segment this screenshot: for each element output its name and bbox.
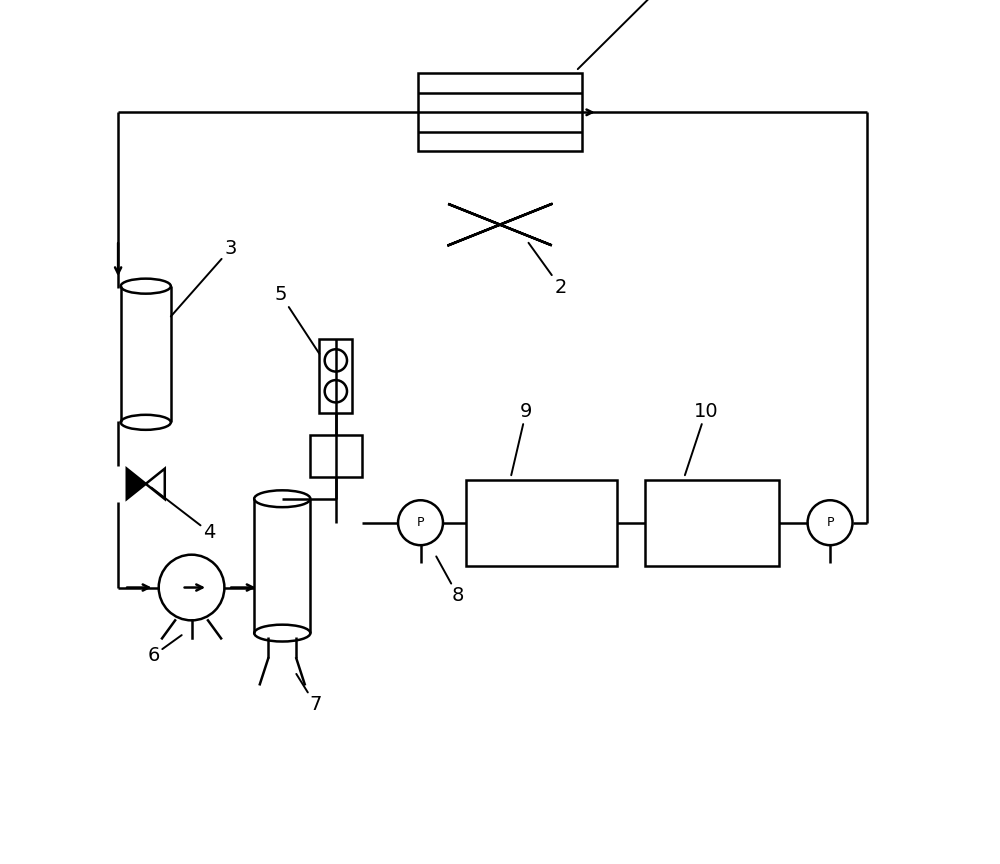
- Text: 6: 6: [147, 635, 182, 665]
- Text: P: P: [826, 516, 834, 530]
- Bar: [645, 480, 779, 566]
- Text: 5: 5: [274, 285, 319, 354]
- Text: P: P: [417, 516, 424, 530]
- Bar: [319, 340, 352, 413]
- Bar: [466, 480, 617, 566]
- Text: 3: 3: [171, 239, 237, 316]
- Polygon shape: [127, 468, 146, 499]
- Bar: [310, 435, 362, 477]
- Polygon shape: [146, 468, 165, 499]
- Text: 8: 8: [436, 556, 464, 606]
- Text: 2: 2: [529, 243, 567, 297]
- Text: 7: 7: [296, 674, 322, 715]
- Text: 4: 4: [151, 487, 216, 542]
- Text: 10: 10: [685, 403, 718, 475]
- Bar: [418, 73, 582, 151]
- Text: 1: 1: [578, 0, 665, 69]
- Text: 9: 9: [511, 403, 532, 475]
